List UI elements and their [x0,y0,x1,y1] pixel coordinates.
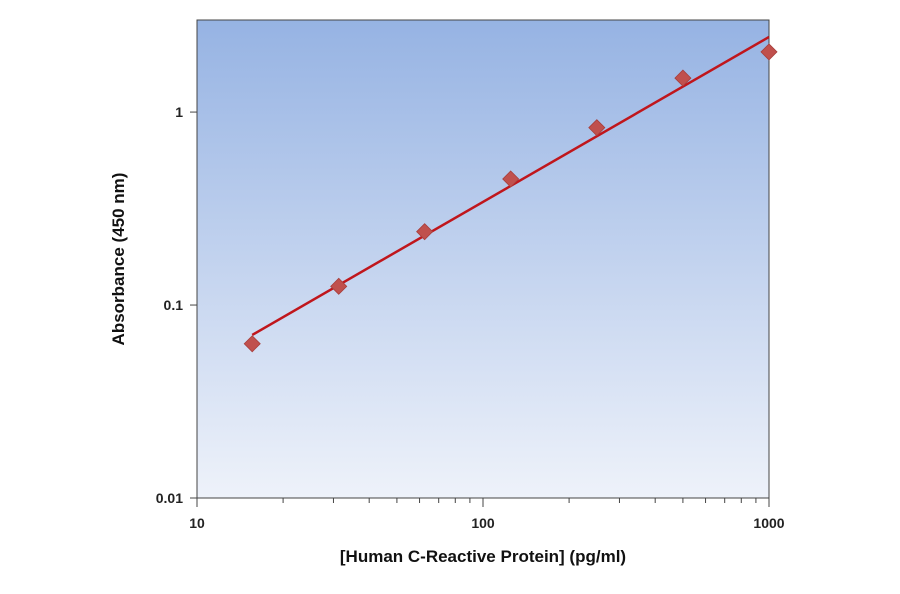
data-points [243,43,778,353]
x-axis-ticks: 10 100 1000 [189,498,785,531]
x-tick-label: 10 [189,515,205,531]
data-point [674,69,692,87]
x-tick-label: 100 [471,515,495,531]
data-point [416,223,434,241]
x-tick-label: 1000 [753,515,784,531]
y-tick-label: 1 [175,104,183,120]
y-tick-label: 0.01 [156,490,183,506]
plot-area [196,19,770,499]
data-point [330,277,348,295]
data-point [243,335,261,353]
data-point [760,43,778,61]
y-tick-label: 0.1 [164,297,184,313]
y-axis-title: Absorbance (450 nm) [109,173,128,346]
data-point [502,170,520,188]
y-axis-ticks: 0.01 0.1 1 [156,104,197,506]
x-axis-title: [Human C-Reactive Protein] (pg/ml) [340,547,626,566]
data-point [588,119,606,137]
